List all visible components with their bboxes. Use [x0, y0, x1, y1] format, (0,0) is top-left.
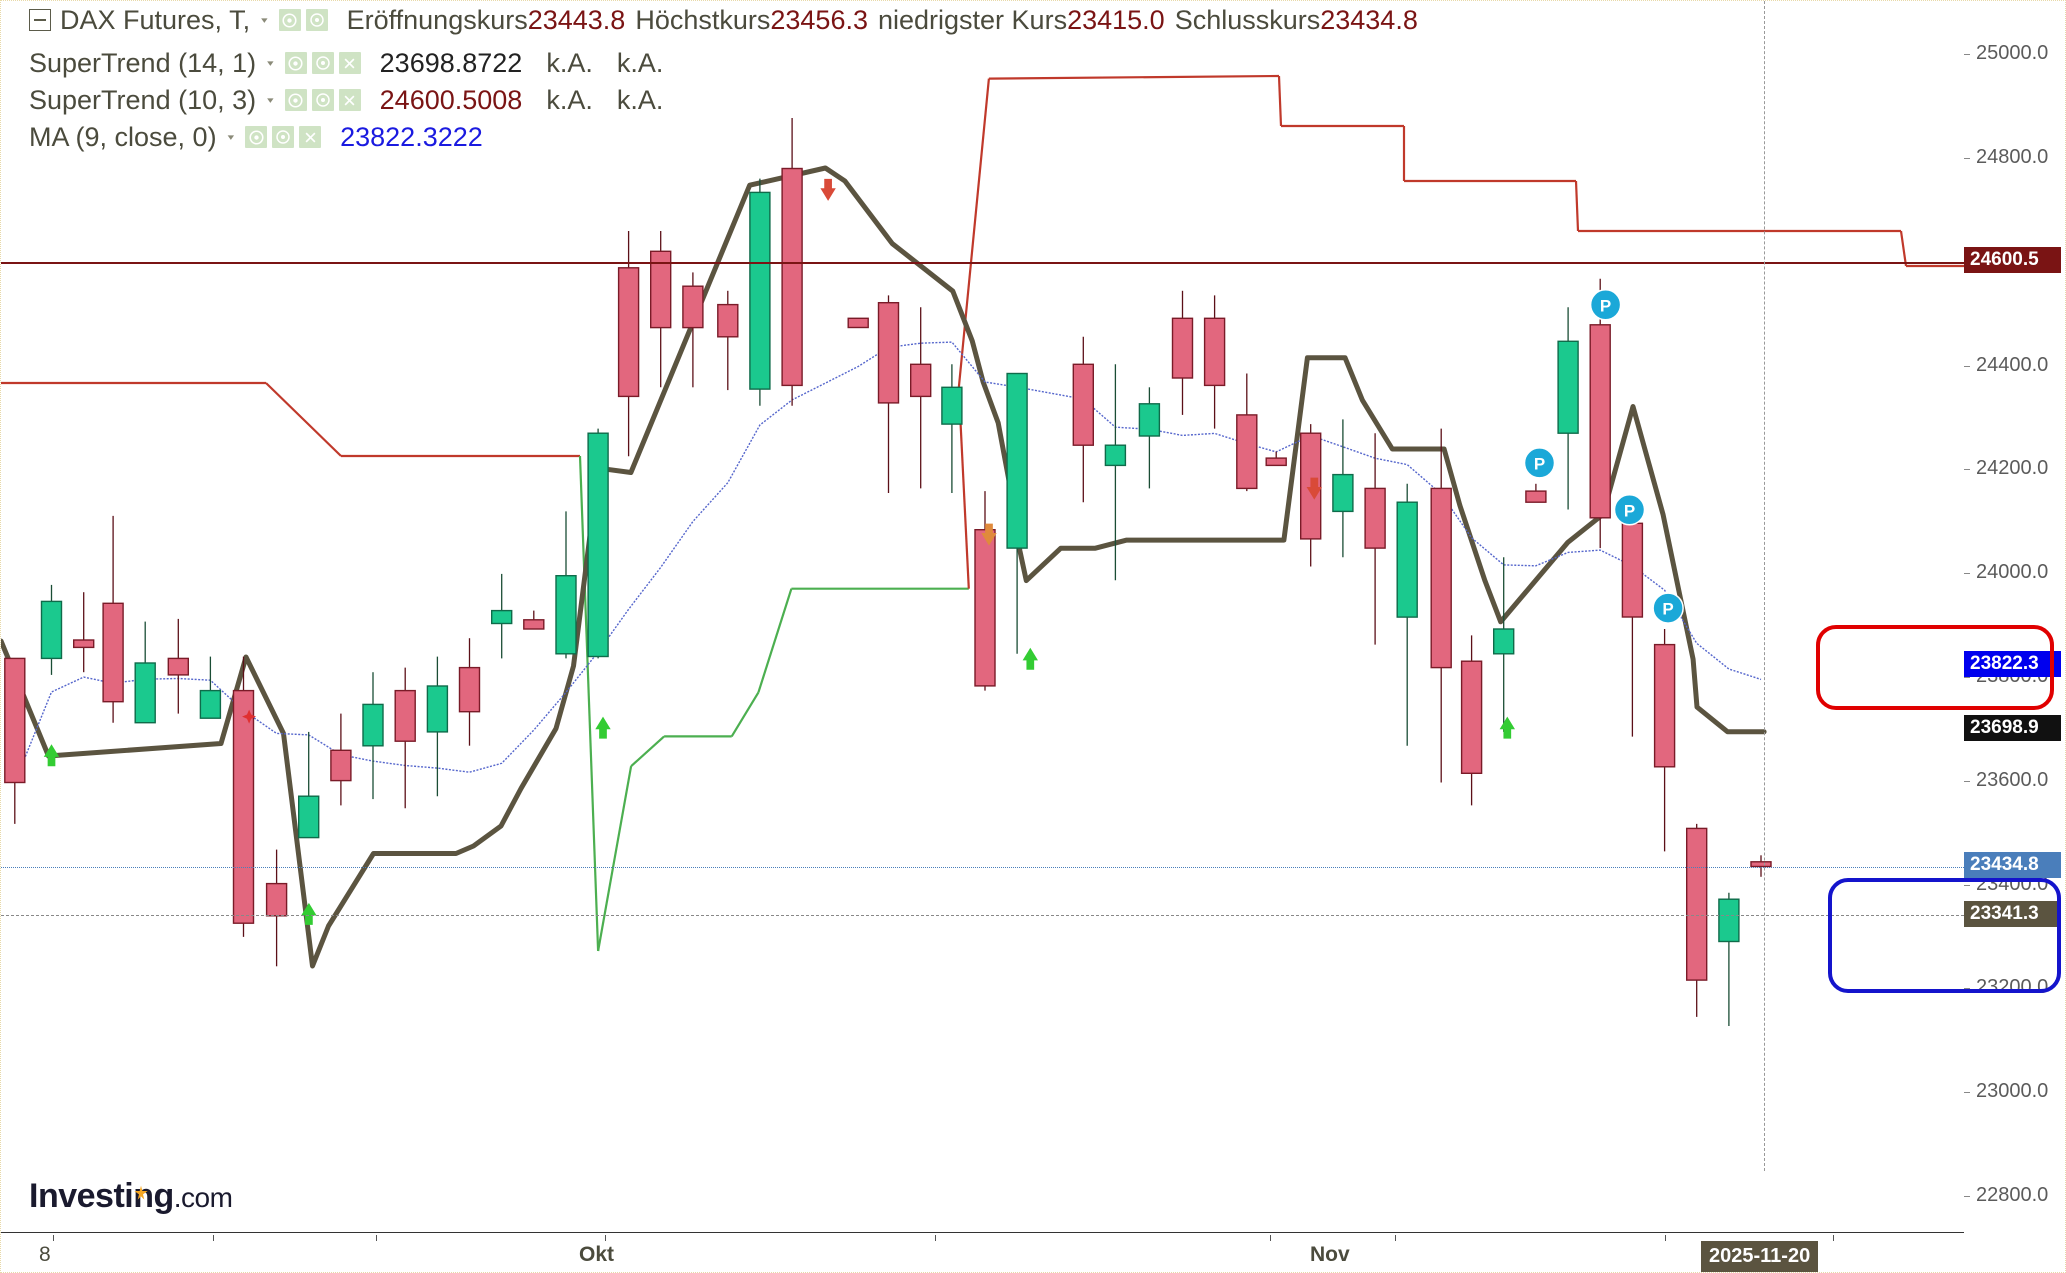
- svg-text:P: P: [1600, 296, 1611, 315]
- svg-text:P: P: [1534, 454, 1545, 473]
- svg-text:P: P: [1624, 501, 1635, 520]
- svg-text:P: P: [1662, 600, 1673, 619]
